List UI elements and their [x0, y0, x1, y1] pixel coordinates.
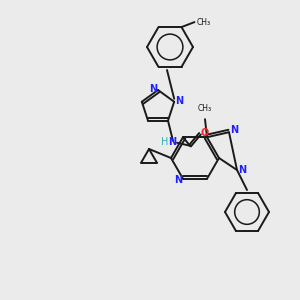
- Text: H: H: [161, 137, 169, 147]
- Text: N: N: [238, 165, 246, 175]
- Text: O: O: [201, 128, 209, 138]
- Text: N: N: [174, 175, 182, 185]
- Text: CH₃: CH₃: [196, 18, 211, 27]
- Text: N: N: [149, 84, 157, 94]
- Text: N: N: [168, 137, 176, 147]
- Text: N: N: [175, 96, 183, 106]
- Text: CH₃: CH₃: [198, 104, 212, 113]
- Text: N: N: [230, 125, 238, 135]
